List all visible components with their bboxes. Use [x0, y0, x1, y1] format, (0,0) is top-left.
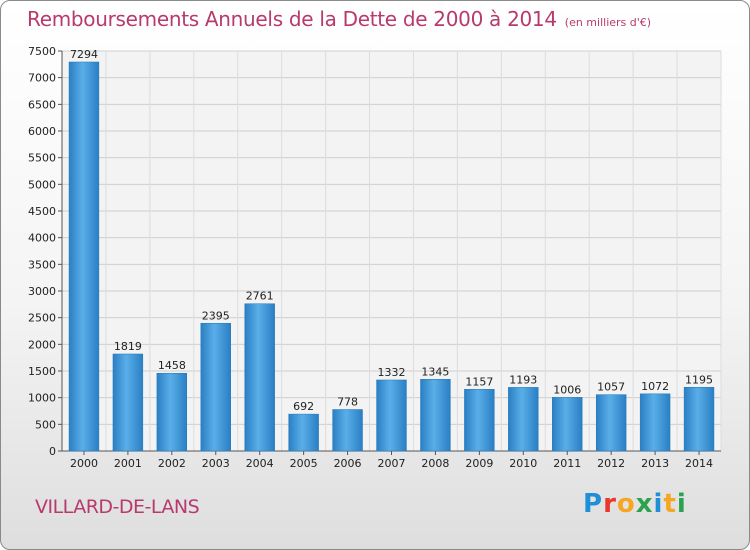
x-tick-label: 2011	[553, 457, 581, 470]
y-tick-label: 4000	[28, 232, 56, 245]
bar-value-label: 1006	[553, 383, 581, 396]
x-tick-label: 2013	[641, 457, 669, 470]
chart-title: Remboursements Annuels de la Dette de 20…	[27, 7, 557, 31]
logo-letter: o	[616, 489, 636, 519]
bar-2001	[112, 353, 144, 452]
x-tick-label: 2001	[114, 457, 142, 470]
bar-value-label: 1193	[509, 373, 537, 386]
x-tick-label: 2006	[334, 457, 362, 470]
y-tick-label: 4500	[28, 205, 56, 218]
bar-2008	[420, 379, 451, 452]
bar-value-label: 1057	[597, 381, 625, 394]
y-tick-label: 2000	[28, 338, 56, 351]
bar-2002	[156, 372, 188, 452]
y-tick-label: 1000	[28, 392, 56, 405]
y-tick-label: 6500	[28, 98, 56, 111]
x-tick-label: 2000	[70, 457, 98, 470]
logo-letter: r	[603, 489, 617, 519]
y-tick-label: 0	[49, 445, 56, 458]
logo-letter: t	[663, 489, 677, 519]
bar-value-label: 1819	[114, 340, 142, 353]
bar-value-label: 1345	[421, 365, 449, 378]
y-tick-label: 5000	[28, 178, 56, 191]
proxiti-logo: Proxiti	[583, 489, 687, 519]
logo-letter: i	[676, 489, 687, 519]
bar-value-label: 2395	[202, 309, 230, 322]
bar-2009	[464, 389, 495, 452]
bar-2007	[376, 379, 407, 452]
x-tick-label: 2009	[465, 457, 493, 470]
y-tick-label: 6000	[28, 125, 56, 138]
bar-2011	[552, 397, 583, 452]
bar-2005	[288, 413, 319, 452]
bar-2003	[200, 323, 231, 452]
logo-letter: i	[653, 489, 664, 519]
bar-2006	[332, 409, 363, 452]
bar-value-label: 7294	[70, 48, 98, 61]
x-tick-label: 2014	[685, 457, 713, 470]
logo-letter: P	[583, 489, 604, 519]
bar-value-label: 692	[293, 400, 314, 413]
bar-value-label: 1332	[378, 366, 406, 379]
y-tick-label: 7000	[28, 72, 56, 85]
x-tick-label: 2010	[509, 457, 537, 470]
y-tick-label: 500	[35, 418, 56, 431]
logo-letter: x	[635, 489, 654, 519]
y-tick-label: 3500	[28, 258, 56, 271]
axes: 0 500 1000 1500 2000 2500 3000 3500 4000 4500 5000…	[28, 45, 721, 470]
x-tick-label: 2008	[421, 457, 449, 470]
chart-title-block: Remboursements Annuels de la Dette de 20…	[27, 7, 651, 31]
bar-value-label: 1157	[465, 375, 493, 388]
x-tick-label: 2012	[597, 457, 625, 470]
commune-name: VILLARD-DE-LANS	[35, 496, 200, 518]
y-tick-label: 5500	[28, 152, 56, 165]
bar-2000	[68, 61, 100, 452]
x-tick-label: 2002	[158, 457, 186, 470]
bar-2014	[683, 387, 715, 452]
y-tick-label: 7500	[28, 45, 56, 58]
bar-2010	[508, 387, 539, 452]
bar-value-label: 1072	[641, 380, 669, 393]
y-tick-label: 3000	[28, 285, 56, 298]
x-tick-label: 2007	[378, 457, 406, 470]
labels: 7294 1819 1458 2395 2761 692 778 1332 1345 1157 11…	[70, 48, 713, 413]
bars	[68, 61, 715, 452]
bar-value-label: 1195	[685, 373, 713, 386]
y-tick-label: 1500	[28, 365, 56, 378]
bar-2004	[244, 303, 275, 452]
x-tick-label: 2004	[246, 457, 274, 470]
x-tick-label: 2003	[202, 457, 230, 470]
chart-subtitle: (en milliers d'€)	[564, 16, 652, 29]
x-tick-label: 2005	[290, 457, 318, 470]
bar-2012	[595, 394, 627, 452]
y-tick-label: 2500	[28, 312, 56, 325]
bar-value-label: 1458	[158, 359, 186, 372]
bar-value-label: 2761	[246, 290, 274, 303]
bar-2013	[639, 393, 671, 452]
bar-value-label: 778	[337, 396, 358, 409]
